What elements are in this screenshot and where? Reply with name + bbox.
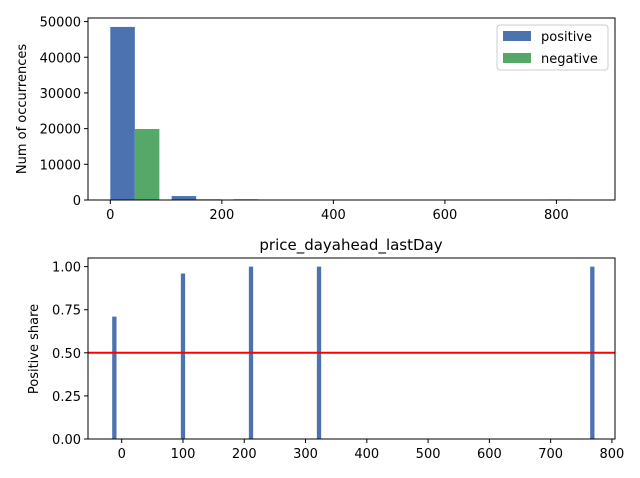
positive-share-chart: price_dayahead_lastDay Positive share 0 1… [27, 236, 624, 462]
top-y-tick-label: 10000 [40, 158, 81, 173]
top-x-ticks: 0 200 400 600 800 [106, 200, 569, 223]
top-x-tick-label: 600 [432, 208, 457, 223]
legend-swatch-negative [503, 53, 531, 63]
bottom-x-tick-label: 100 [171, 447, 196, 462]
top-plot-frame [87, 17, 616, 201]
bottom-x-tick-label: 700 [538, 447, 563, 462]
top-y-tick-label: 30000 [40, 87, 81, 102]
bar-negative-44 [134, 128, 160, 200]
top-x-tick-label: 200 [209, 208, 234, 223]
top-bars [110, 26, 573, 200]
legend: positive negative [496, 24, 609, 71]
bottom-x-tick-label: 400 [354, 447, 379, 462]
bottom-y-axis-label: Positive share [27, 304, 42, 394]
bottom-y-tick-label: 0.50 [52, 347, 81, 362]
bottom-x-tick-label: 300 [293, 447, 318, 462]
bottom-y-tick-label: 0.75 [52, 304, 81, 319]
bottom-x-ticks: 0 100 200 300 400 500 600 700 800 [118, 439, 625, 462]
top-y-axis-label: Num of occurrences [15, 44, 30, 174]
legend-swatch-positive [503, 31, 531, 41]
bar-positive-110 [171, 196, 197, 200]
bottom-y-tick-label: 0.00 [52, 433, 81, 448]
bottom-y-ticks: 0.00 0.25 0.50 0.75 1.00 [52, 261, 88, 448]
top-y-ticks: 0 10000 20000 30000 40000 50000 [40, 16, 88, 209]
bottom-x-tick-label: 800 [600, 447, 625, 462]
bottom-x-tick-label: 500 [416, 447, 441, 462]
top-x-tick-label: 800 [544, 208, 569, 223]
legend-label-negative: negative [541, 52, 598, 67]
occurrences-histogram: Num of occurrences 0 200 400 600 800 0 10000 2… [15, 16, 616, 223]
top-y-tick-label: 20000 [40, 123, 81, 138]
top-y-tick-label: 40000 [40, 51, 81, 66]
bottom-y-tick-label: 1.00 [52, 261, 81, 276]
bottom-y-tick-label: 0.25 [52, 390, 81, 405]
legend-label-positive: positive [541, 30, 592, 45]
bottom-x-tick-label: 0 [118, 447, 126, 462]
bottom-x-tick-label: 600 [477, 447, 502, 462]
top-x-tick-label: 400 [321, 208, 346, 223]
top-y-tick-label: 50000 [40, 16, 81, 31]
bottom-plot-frame [87, 257, 616, 440]
bottom-chart-title: price_dayahead_lastDay [259, 236, 442, 255]
bottom-x-tick-label: 200 [232, 447, 257, 462]
top-y-tick-label: 0 [73, 194, 81, 209]
share-bar-100 [180, 273, 186, 439]
top-x-tick-label: 0 [106, 208, 114, 223]
share-bar--12 [112, 316, 117, 439]
bar-positive-0 [110, 26, 135, 200]
